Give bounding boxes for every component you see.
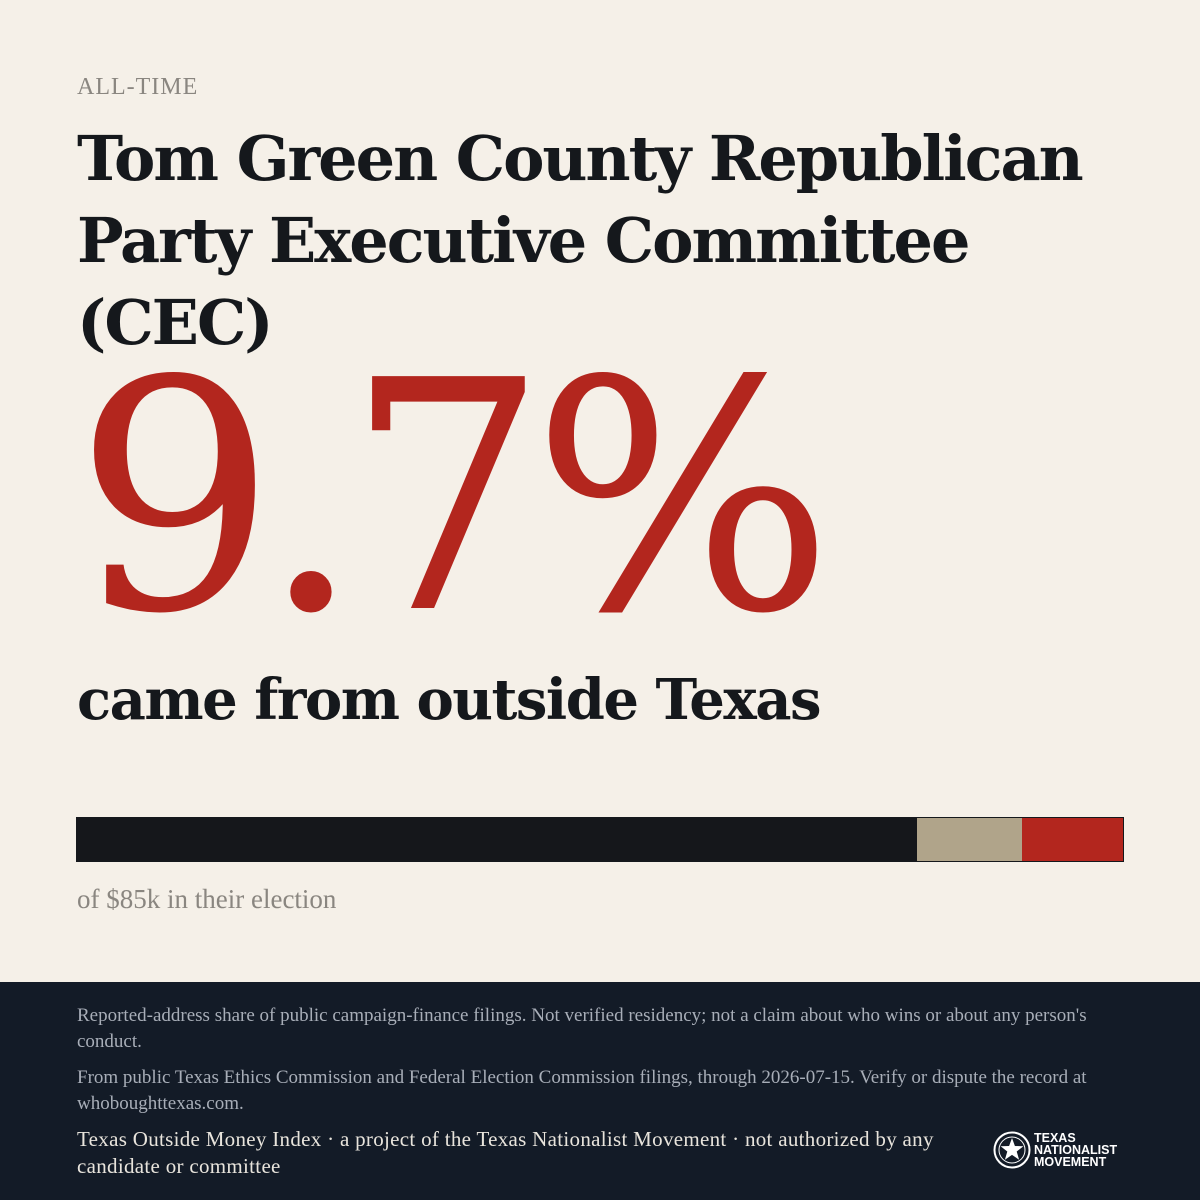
outside-share-caption: came from outside Texas: [77, 667, 822, 733]
credit-text: Texas Outside Money Index · a project of…: [77, 1127, 934, 1178]
tnm-logo: TEXAS NATIONALIST MOVEMENT: [993, 1131, 1117, 1169]
bar-segment-inside: [77, 818, 917, 861]
money-share-bar: [76, 817, 1124, 862]
star-seal-icon: [993, 1131, 1031, 1169]
committee-title: Tom Green County Republican Party Execut…: [77, 122, 1084, 359]
logo-line: NATIONALIST: [1034, 1143, 1118, 1157]
bar-segment-unknown: [916, 818, 1022, 861]
logo-line: MOVEMENT: [1034, 1155, 1107, 1169]
logo-wordmark: TEXAS NATIONALIST MOVEMENT: [1034, 1131, 1118, 1169]
bar-segment-outside: [1021, 818, 1123, 861]
source-text: From public Texas Ethics Commission and …: [77, 1067, 1087, 1114]
total-amount-caption: of $85k in their election: [77, 884, 337, 914]
logo-line: TEXAS: [1034, 1131, 1076, 1145]
time-range-label: ALL-TIME: [77, 74, 199, 100]
infographic-card: ALL-TIME Tom Green County Republican Par…: [74, 74, 1124, 914]
disclaimer-text: Reported-address share of public campaig…: [77, 1005, 1087, 1052]
outside-share-value: 9.7%: [74, 313, 834, 683]
